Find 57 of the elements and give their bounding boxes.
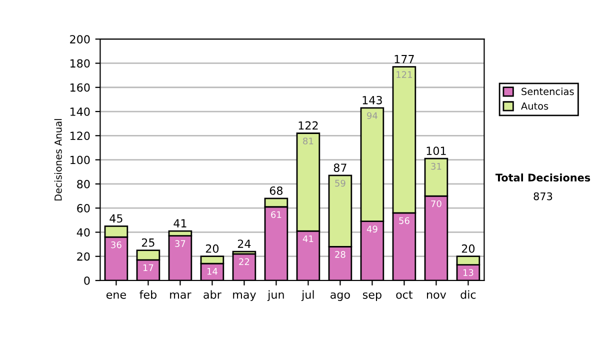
data-label: 36 — [111, 241, 122, 248]
data-label: 17 — [143, 264, 154, 272]
x-tick-label: jun — [267, 290, 284, 301]
y-tick-label: 120 — [70, 132, 90, 140]
data-label: 61 — [271, 211, 282, 218]
x-tick-label: feb — [140, 290, 156, 299]
x-tick-label: mar — [170, 292, 192, 299]
x-tick-label: oct — [396, 290, 413, 299]
data-label: 94 — [367, 112, 378, 120]
text: Total Decisiones — [495, 173, 590, 182]
y-tick-label: 40 — [76, 228, 90, 237]
y-axis-title: Decisiones Anual — [54, 119, 62, 200]
x-tick-label: sep — [362, 292, 382, 301]
total-label: 20 — [206, 244, 219, 253]
data-label: 14 — [207, 268, 218, 275]
data-label: 41 — [302, 235, 314, 242]
data-label: 31 — [431, 162, 442, 170]
total-label: 25 — [142, 238, 154, 247]
total-label: 87 — [334, 164, 346, 172]
data-label: 81 — [303, 138, 314, 144]
text: 873 — [534, 192, 552, 200]
x-tick-label: dic — [460, 290, 476, 299]
x-tick-label: may — [233, 292, 256, 301]
total-label: 20 — [462, 244, 475, 253]
total-label: 177 — [394, 55, 414, 64]
y-tick-label: 200 — [70, 35, 90, 44]
y-tick-label: 180 — [70, 59, 90, 68]
y-tick-label: 140 — [70, 107, 90, 116]
legend-label: Sentencias — [522, 88, 574, 96]
data-label: 37 — [175, 240, 186, 247]
data-label: 22 — [239, 258, 250, 265]
x-tick-label: nov — [427, 292, 446, 299]
y-tick-label: 20 — [77, 252, 90, 261]
total-label: 101 — [426, 146, 446, 156]
data-label: 59 — [335, 180, 346, 187]
legend-label: Autos — [521, 102, 548, 110]
y-tick-label: 160 — [70, 83, 90, 92]
data-label: 49 — [366, 226, 378, 233]
x-tick-label: abr — [204, 290, 222, 299]
total-label: 45 — [110, 214, 122, 223]
y-tick-label: 80 — [77, 180, 90, 188]
total-label: 143 — [362, 96, 382, 104]
y-tick-label: 0 — [84, 276, 90, 285]
data-label: 56 — [399, 217, 410, 224]
total-label: 68 — [270, 186, 283, 195]
data-label: 28 — [335, 251, 346, 258]
total-label: 41 — [174, 219, 186, 228]
y-tick-label: 100 — [70, 156, 90, 164]
data-label: 121 — [396, 71, 412, 78]
x-tick-label: ago — [330, 292, 350, 301]
total-label: 122 — [298, 121, 318, 130]
total-label: 24 — [238, 240, 251, 248]
data-label: 13 — [463, 269, 474, 276]
x-tick-label: ene — [106, 292, 126, 299]
y-tick-label: 60 — [77, 204, 90, 212]
x-tick-label: jul — [301, 290, 314, 301]
data-label: 70 — [431, 200, 442, 208]
